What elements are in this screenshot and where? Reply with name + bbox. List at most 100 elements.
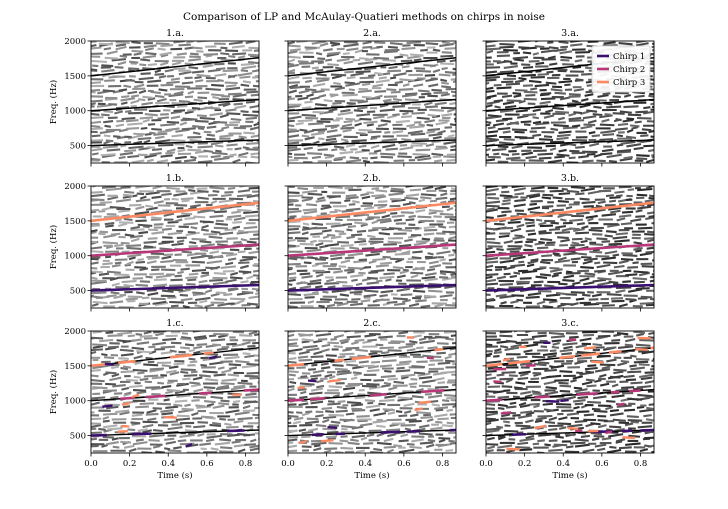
noise-streak [593, 409, 608, 413]
noise-streak [142, 423, 154, 429]
noise-streak [126, 260, 134, 266]
noise-streak [439, 294, 453, 298]
noise-streak [188, 66, 199, 70]
noise-streak [203, 386, 216, 390]
noise-streak [91, 44, 97, 48]
x-axis-label: Time (s) [157, 470, 192, 481]
noise-streak [583, 413, 595, 417]
noise-streak [107, 334, 123, 337]
noise-streak [520, 337, 535, 342]
track-chirp-3 [486, 201, 654, 223]
noise-streak [328, 413, 345, 417]
noise-streak [160, 43, 174, 48]
noise-streak [197, 127, 205, 131]
noise-streak [91, 134, 101, 138]
noise-streak [443, 140, 456, 145]
noise-streak [641, 128, 652, 132]
noise-streak [241, 290, 254, 294]
noise-streak [145, 52, 157, 56]
noise-streak [500, 301, 507, 305]
noise-streak [237, 299, 245, 304]
noise-streak [326, 303, 336, 308]
noise-streak [582, 260, 593, 265]
noise-streak [606, 358, 617, 363]
noise-streak [205, 289, 213, 294]
noise-streak [181, 212, 193, 216]
noise-streak [338, 232, 347, 236]
noise-streak [91, 257, 99, 261]
noise-streak [376, 279, 383, 283]
noise-streak [383, 381, 392, 386]
noise-streak [545, 81, 557, 85]
noise-streak [106, 148, 121, 152]
noise-streak [648, 196, 654, 200]
noise-streak [519, 372, 529, 377]
noise-streak [240, 238, 248, 242]
noise-streak [543, 380, 557, 386]
noise-streak [288, 262, 301, 266]
noise-streak [388, 386, 398, 391]
noise-streak [525, 295, 540, 299]
noise-streak [344, 256, 355, 260]
noise-streak [375, 62, 391, 66]
noise-streak [189, 360, 198, 364]
noise-streak [496, 86, 512, 90]
noise-streak [219, 113, 229, 119]
noise-streak [486, 256, 499, 261]
noise-streak [415, 209, 426, 213]
noise-streak [394, 55, 404, 59]
noise-streak [177, 270, 184, 275]
noise-streak [212, 190, 220, 193]
noise-streak [171, 242, 184, 247]
noise-streak [178, 43, 191, 47]
noise-streak [359, 117, 372, 121]
noise-streak [434, 413, 448, 418]
noise-streak [342, 284, 354, 288]
noise-streak [437, 417, 449, 421]
noise-streak [123, 84, 132, 89]
noise-streak [232, 52, 247, 56]
noise-streak [165, 390, 174, 395]
noise-streak [154, 135, 165, 140]
noise-streak [512, 414, 521, 417]
noise-streak [334, 86, 346, 91]
noise-streak [350, 302, 364, 307]
noise-streak [301, 134, 310, 138]
noise-streak [130, 338, 142, 343]
axes-frame [485, 40, 655, 164]
noise-streak [307, 256, 318, 260]
noise-streak [147, 89, 154, 93]
noise-streak [367, 234, 376, 239]
noise-streak [426, 268, 436, 272]
track-segment [91, 362, 108, 368]
noise-streak [120, 440, 132, 444]
noise-streak [382, 255, 391, 259]
noise-streak [540, 49, 556, 54]
noise-streak [301, 189, 318, 194]
noise-streak [219, 134, 234, 138]
noise-streak [113, 135, 121, 138]
noise-streak [603, 41, 616, 45]
noise-streak [647, 211, 654, 215]
noise-streak [546, 374, 562, 379]
chirp-tracks [486, 201, 654, 292]
noise-streak [512, 235, 525, 240]
noise-streak [623, 155, 633, 160]
noise-streak [146, 409, 157, 414]
noise-streak [597, 200, 606, 205]
noise-streak [109, 205, 126, 210]
noise-streak [512, 92, 522, 95]
noise-streak [298, 350, 310, 355]
noise-streak [496, 275, 507, 280]
noise-streak [322, 418, 330, 424]
noise-streak [213, 226, 229, 230]
noise-streak [545, 386, 558, 390]
noise-streak [149, 367, 165, 371]
noise-streak [381, 384, 391, 388]
noise-streak [227, 186, 236, 190]
noise-streak [609, 412, 624, 417]
noise-streak [184, 216, 196, 220]
noise-streak [409, 445, 422, 450]
noise-streak [339, 150, 354, 155]
noise-streak [325, 137, 337, 142]
